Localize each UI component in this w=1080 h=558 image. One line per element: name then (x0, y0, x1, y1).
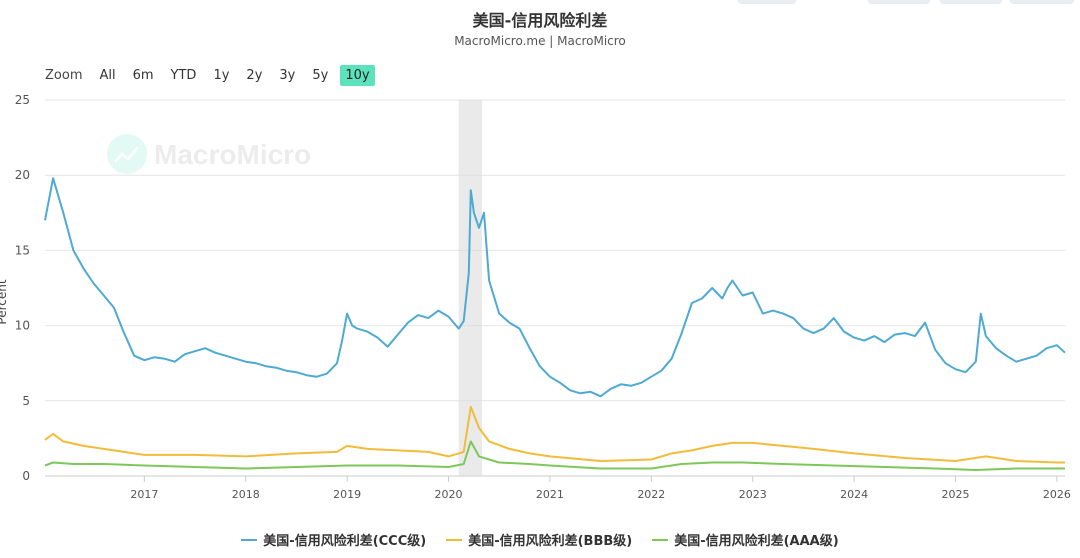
top-button-4[interactable] (1010, 0, 1074, 4)
top-button-3[interactable] (940, 0, 1002, 4)
watermark-text: MacroMicro (154, 139, 311, 170)
legend-swatch-aaa (652, 538, 669, 541)
y-tick-label: 25 (15, 93, 30, 107)
y-tick-label: 10 (15, 319, 30, 333)
recession-band (458, 100, 482, 476)
x-tick-label: 2025 (941, 488, 969, 501)
zoom-all-button[interactable]: All (99, 67, 116, 83)
y-tick-label: 15 (15, 243, 30, 257)
top-button-2[interactable] (868, 0, 930, 4)
watermark-logo-icon (107, 134, 147, 174)
watermark: MacroMicro (107, 134, 311, 174)
chart-title: 美国-信用风险利差 (472, 11, 608, 30)
legend-swatch-bbb (446, 538, 463, 541)
x-tick-label: 2021 (536, 488, 564, 501)
watermark-chart-icon (114, 146, 139, 163)
x-tick-label: 2017 (130, 488, 158, 501)
legend-label-aaa: 美国-信用风险利差(AAA级) (674, 534, 839, 549)
series-layer (44, 177, 1066, 471)
zoom-3y-button[interactable]: 3y (279, 67, 296, 83)
zoom-bar: Zoom All 6m YTD 1y 2y 3y 5y 10y (45, 63, 382, 87)
x-tick-label: 2024 (840, 488, 868, 501)
series-bbb-line[interactable] (44, 405, 1065, 464)
top-button-1[interactable] (738, 0, 796, 4)
legend-swatch-ccc (241, 538, 258, 541)
zoom-ytd-button[interactable]: YTD (170, 67, 197, 83)
series-aaa-line[interactable] (44, 440, 1065, 471)
legend-label-ccc: 美国-信用风险利差(CCC级) (263, 534, 427, 549)
x-tick-label: 2022 (637, 488, 665, 501)
y-tick-label: 5 (22, 394, 30, 408)
x-tick-label: 2023 (739, 488, 767, 501)
chart-subtitle: MacroMicro.me | MacroMicro (454, 34, 626, 48)
x-tick-label: 2019 (333, 488, 361, 501)
x-tick-label: 2026 (1043, 488, 1071, 501)
zoom-label: Zoom (45, 67, 83, 83)
legend-item-bbb[interactable]: 美国-信用风险利差(BBB级) (446, 530, 632, 549)
y-tick-label: 20 (15, 168, 30, 182)
x-tick-label: 2020 (435, 488, 463, 501)
legend-item-aaa[interactable]: 美国-信用风险利差(AAA级) (652, 530, 839, 549)
x-tick-label: 2018 (232, 488, 260, 501)
grid-layer (45, 99, 1065, 477)
series-ccc-line[interactable] (44, 177, 1066, 398)
zoom-2y-button[interactable]: 2y (246, 67, 263, 83)
y-axis-label: Percent (0, 279, 9, 324)
band-layer (458, 100, 482, 476)
zoom-6m-button[interactable]: 6m (132, 67, 154, 83)
legend-item-ccc[interactable]: 美国-信用风险利差(CCC级) (241, 530, 426, 549)
legend: 美国-信用风险利差(CCC级) 美国-信用风险利差(BBB级) 美国-信用风险利… (0, 530, 1080, 549)
zoom-1y-button[interactable]: 1y (213, 67, 230, 83)
zoom-10y-button[interactable]: 10y (340, 64, 375, 86)
legend-label-bbb: 美国-信用风险利差(BBB级) (468, 534, 633, 549)
y-tick-label: 0 (22, 469, 30, 483)
zoom-5y-button[interactable]: 5y (312, 67, 329, 83)
